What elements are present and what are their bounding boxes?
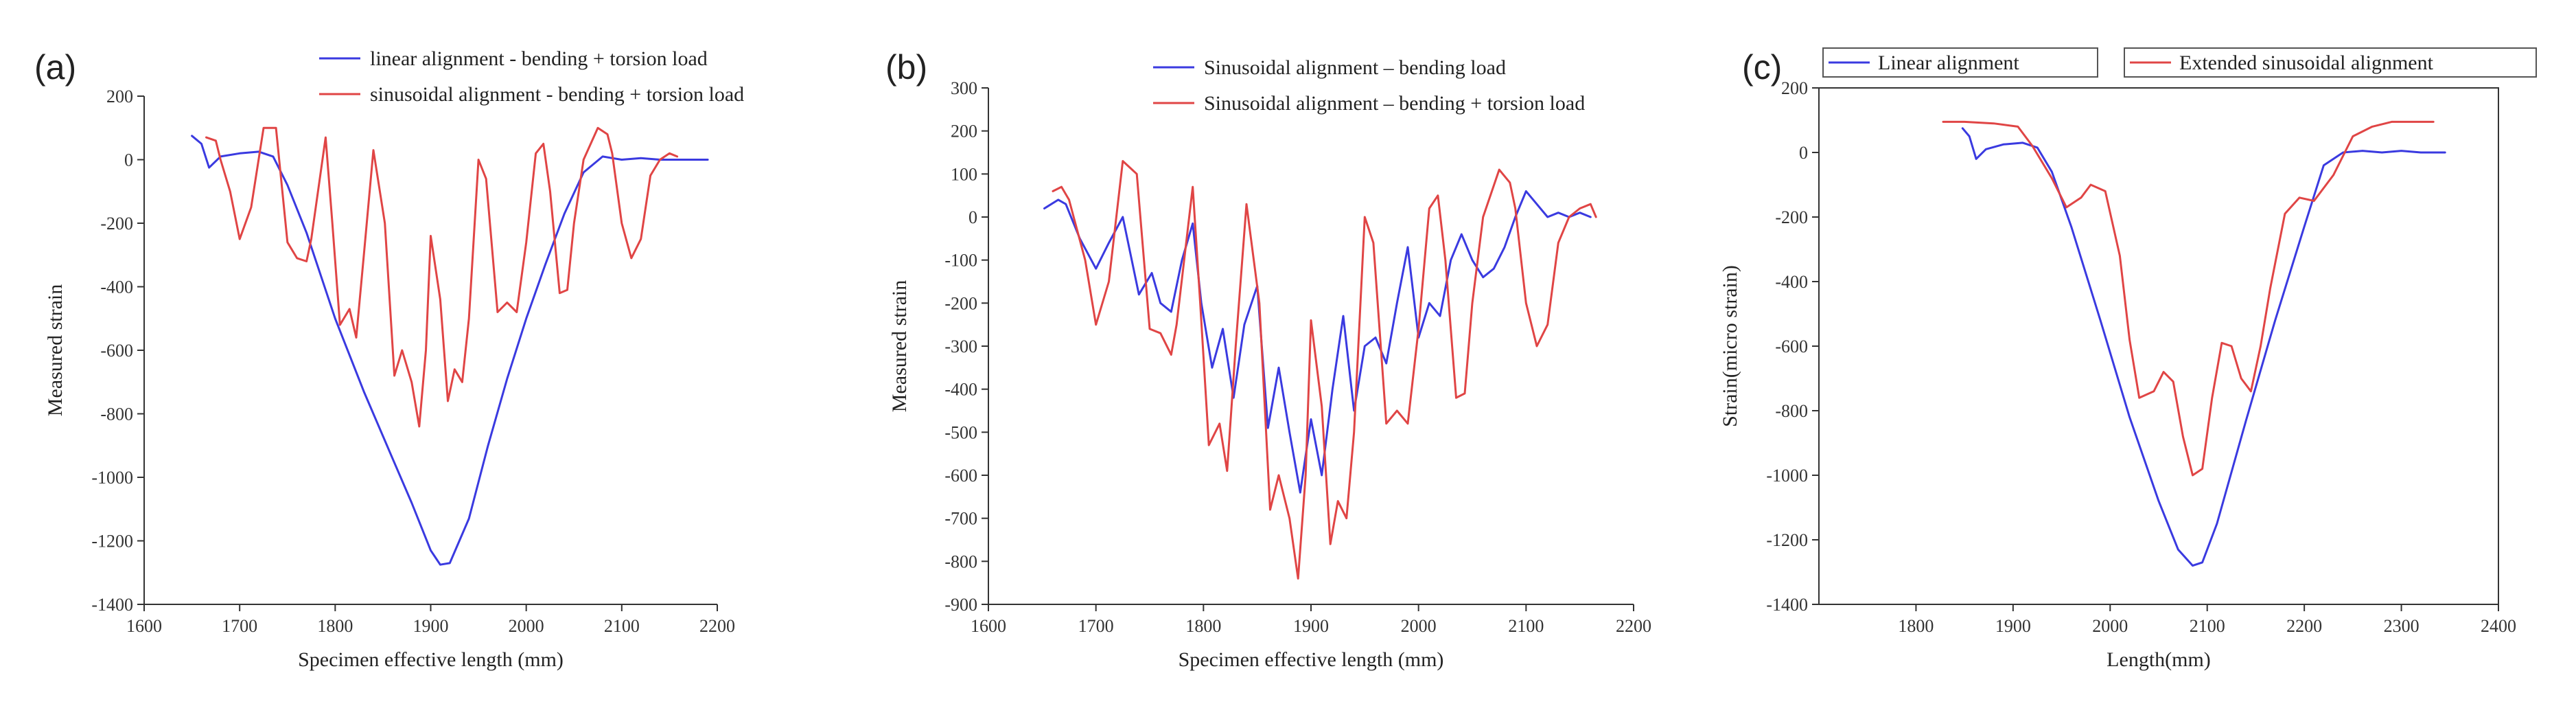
y-tick-label: 0 bbox=[1799, 143, 1808, 163]
panel-label: (a) bbox=[34, 48, 76, 87]
x-tick-label: 2300 bbox=[2384, 616, 2420, 636]
y-tick-label: -1200 bbox=[1766, 530, 1808, 550]
x-tick-label: 2200 bbox=[2286, 616, 2322, 636]
x-tick-label: 1600 bbox=[971, 616, 1006, 636]
y-tick-label: 0 bbox=[968, 207, 977, 227]
y-tick-label: -200 bbox=[100, 214, 133, 234]
chart-panel-b: (b)1600 1700 1800 1900 2000 2100 2200-900-800-… bbox=[885, 48, 1651, 671]
x-tick-label: 1700 bbox=[1078, 616, 1114, 636]
legend-label: Sinusoidal alignment – bending load bbox=[1204, 56, 1506, 79]
x-tick-label: 1800 bbox=[1185, 616, 1221, 636]
y-tick-label: 0 bbox=[124, 150, 133, 170]
y-tick-label: -1000 bbox=[91, 468, 133, 488]
y-tick-label: -800 bbox=[944, 551, 977, 571]
y-tick-label: -1200 bbox=[91, 532, 133, 551]
y-tick-label: -700 bbox=[944, 509, 977, 529]
series-line-blue bbox=[191, 135, 709, 566]
chart-panel-a: (a)1600 1700 1800 1900 2000 2100 2200-1400-120… bbox=[34, 47, 744, 671]
x-tick-label: 2000 bbox=[509, 616, 544, 636]
legend-label: linear alignment - bending + torsion loa… bbox=[370, 47, 708, 70]
y-tick-label: -1400 bbox=[91, 595, 133, 615]
y-tick-label: 200 bbox=[1781, 78, 1808, 98]
x-tick-label: 1600 bbox=[126, 616, 162, 636]
y-tick-label: -100 bbox=[944, 251, 977, 271]
y-tick-label: -400 bbox=[944, 380, 977, 400]
legend-box bbox=[2124, 47, 2537, 78]
x-tick-label: 2100 bbox=[1508, 616, 1544, 636]
x-tick-label: 2200 bbox=[1616, 616, 1651, 636]
legend-label: Linear alignment bbox=[1878, 52, 2019, 74]
x-axis-title: Length(mm) bbox=[2107, 648, 2211, 671]
x-tick-label: 1800 bbox=[1898, 616, 1934, 636]
x-tick-label: 2000 bbox=[2092, 616, 2128, 636]
y-tick-label: -1400 bbox=[1766, 595, 1808, 615]
series-line-blue bbox=[1043, 190, 1592, 494]
y-tick-label: -300 bbox=[944, 337, 977, 356]
x-tick-label: 1900 bbox=[413, 616, 449, 636]
y-axis-title: Measured strain bbox=[888, 280, 911, 412]
y-tick-label: -500 bbox=[944, 422, 977, 442]
y-tick-label: -600 bbox=[944, 466, 977, 486]
y-tick-label: -200 bbox=[944, 293, 977, 313]
x-tick-label: 2200 bbox=[699, 616, 735, 636]
x-axis-title: Specimen effective length (mm) bbox=[1179, 648, 1444, 671]
x-tick-label: 2000 bbox=[1401, 616, 1437, 636]
x-tick-label: 2100 bbox=[2190, 616, 2225, 636]
x-axis-title: Specimen effective length (mm) bbox=[298, 648, 564, 671]
y-axis-title: Measured strain bbox=[44, 284, 67, 416]
y-tick-label: -900 bbox=[944, 595, 977, 615]
x-tick-label: 2400 bbox=[2481, 616, 2516, 636]
y-tick-label: -400 bbox=[100, 277, 133, 297]
x-tick-label: 2100 bbox=[604, 616, 640, 636]
y-tick-label: -200 bbox=[1775, 207, 1808, 227]
x-tick-label: 1900 bbox=[1293, 616, 1329, 636]
x-tick-label: 1900 bbox=[1995, 616, 2031, 636]
x-tick-label: 1700 bbox=[222, 616, 257, 636]
series-line-red bbox=[1942, 120, 2435, 477]
panel-label: (b) bbox=[885, 48, 927, 87]
y-tick-label: 100 bbox=[951, 164, 977, 184]
legend-label: Extended sinusoidal alignment bbox=[2179, 52, 2434, 74]
y-tick-label: -600 bbox=[1775, 337, 1808, 356]
y-axis-title: Strain(micro strain) bbox=[1719, 265, 1741, 427]
y-tick-label: -800 bbox=[1775, 401, 1808, 421]
y-tick-label: 200 bbox=[951, 122, 977, 141]
series-line-red bbox=[1052, 160, 1597, 580]
y-tick-label: -1000 bbox=[1766, 466, 1808, 486]
panel-label: (c) bbox=[1742, 48, 1782, 87]
legend-label: sinusoidal alignment - bending + torsion… bbox=[370, 83, 744, 106]
y-tick-label: -800 bbox=[100, 405, 133, 424]
x-tick-label: 1800 bbox=[317, 616, 353, 636]
y-tick-label: -600 bbox=[100, 341, 133, 361]
y-tick-label: -400 bbox=[1775, 272, 1808, 292]
y-tick-label: 300 bbox=[951, 78, 977, 98]
series-line-red bbox=[205, 126, 679, 428]
legend-label: Sinusoidal alignment – bending + torsion… bbox=[1204, 92, 1585, 115]
chart-panel-c: (c)1800 1900 2000 2100 2200 2300 2400-1400-120… bbox=[1719, 47, 2537, 671]
y-tick-label: 200 bbox=[106, 87, 133, 106]
series-line-blue bbox=[1961, 127, 2446, 567]
